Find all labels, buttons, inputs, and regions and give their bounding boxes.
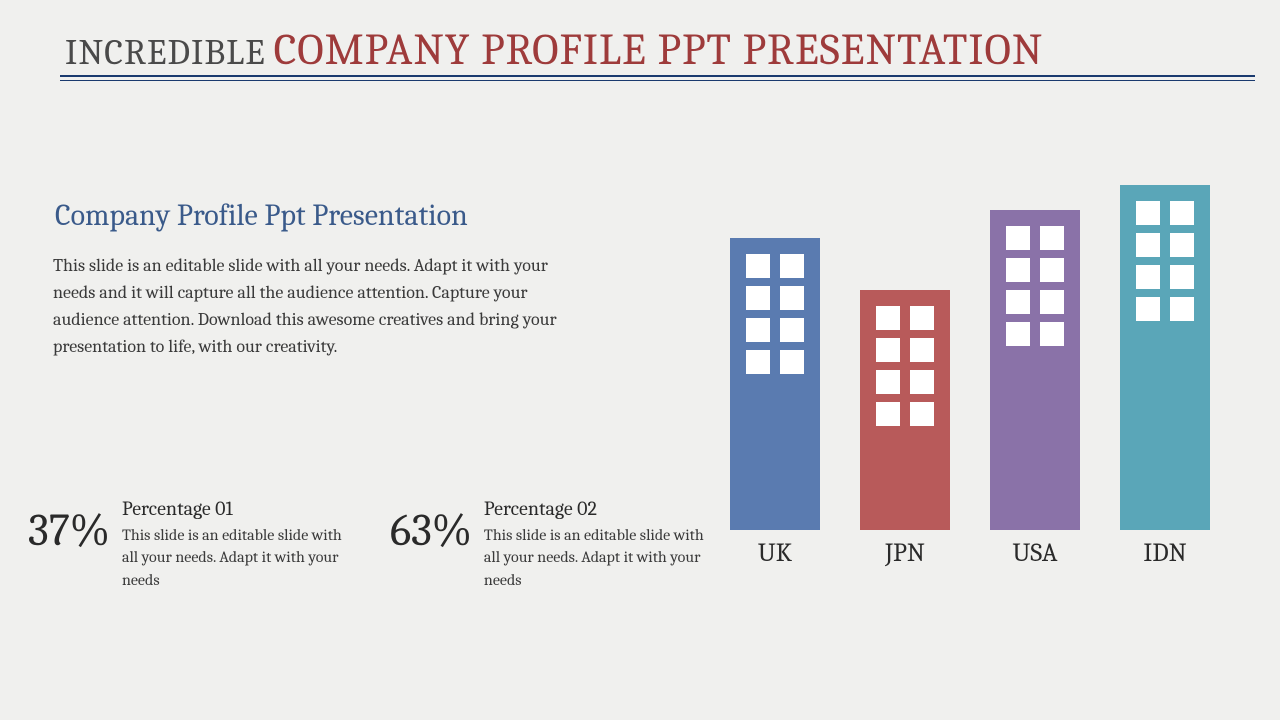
window-icon	[910, 338, 934, 362]
bar-label-uk: UK	[730, 538, 820, 568]
window-icon	[1006, 226, 1030, 250]
percentage-desc: Percentage 02 This slide is an editable …	[484, 495, 704, 591]
window-icon	[876, 306, 900, 330]
percentage-value: 37%	[28, 495, 110, 567]
bar-usa	[990, 210, 1080, 530]
bar-chart	[730, 170, 1230, 530]
window-icon	[780, 286, 804, 310]
percentage-block-1: 37% Percentage 01 This slide is an edita…	[28, 495, 342, 591]
window-icon	[1170, 233, 1194, 257]
window-icon	[780, 254, 804, 278]
window-icon	[910, 370, 934, 394]
bar-label-usa: USA	[990, 538, 1080, 568]
window-icon	[1136, 201, 1160, 225]
title-main: COMPANY PROFILE PPT PRESENTATION	[274, 24, 1044, 75]
title-underline	[60, 75, 1255, 81]
bar-uk	[730, 238, 820, 530]
building-windows-icon	[1120, 201, 1210, 321]
window-icon	[780, 350, 804, 374]
percentages-row: 37% Percentage 01 This slide is an edita…	[28, 495, 704, 591]
bar-jpn	[860, 290, 950, 530]
slide-title: INCREDIBLE COMPANY PROFILE PPT PRESENTAT…	[65, 24, 1260, 75]
bar-label-jpn: JPN	[860, 538, 950, 568]
window-icon	[1040, 322, 1064, 346]
building-windows-icon	[730, 254, 820, 374]
window-icon	[1040, 258, 1064, 282]
window-icon	[780, 318, 804, 342]
building-windows-icon	[990, 226, 1080, 346]
window-icon	[1136, 297, 1160, 321]
window-icon	[1040, 226, 1064, 250]
subtitle: Company Profile Ppt Presentation	[55, 198, 468, 233]
bar-idn	[1120, 185, 1210, 530]
title-prefix: INCREDIBLE	[65, 32, 266, 73]
percentage-text: This slide is an editable slide with all…	[484, 524, 704, 591]
window-icon	[1136, 265, 1160, 289]
window-icon	[1170, 201, 1194, 225]
window-icon	[1006, 258, 1030, 282]
window-icon	[876, 370, 900, 394]
percentage-text: This slide is an editable slide with all…	[122, 524, 342, 591]
percentage-desc: Percentage 01 This slide is an editable …	[122, 495, 342, 591]
window-icon	[1006, 322, 1030, 346]
window-icon	[1006, 290, 1030, 314]
bar-label-idn: IDN	[1120, 538, 1210, 568]
window-icon	[746, 254, 770, 278]
percentage-block-2: 63% Percentage 02 This slide is an edita…	[390, 495, 704, 591]
window-icon	[876, 338, 900, 362]
window-icon	[910, 306, 934, 330]
percentage-title: Percentage 01	[122, 497, 342, 520]
window-icon	[746, 350, 770, 374]
window-icon	[1170, 265, 1194, 289]
bar-labels: UK JPN USA IDN	[730, 538, 1230, 568]
body-paragraph: This slide is an editable slide with all…	[53, 252, 593, 360]
window-icon	[1040, 290, 1064, 314]
window-icon	[910, 402, 934, 426]
percentage-title: Percentage 02	[484, 497, 704, 520]
percentage-value: 63%	[390, 495, 472, 567]
window-icon	[746, 318, 770, 342]
building-windows-icon	[860, 306, 950, 426]
window-icon	[1170, 297, 1194, 321]
window-icon	[1136, 233, 1160, 257]
window-icon	[876, 402, 900, 426]
window-icon	[746, 286, 770, 310]
